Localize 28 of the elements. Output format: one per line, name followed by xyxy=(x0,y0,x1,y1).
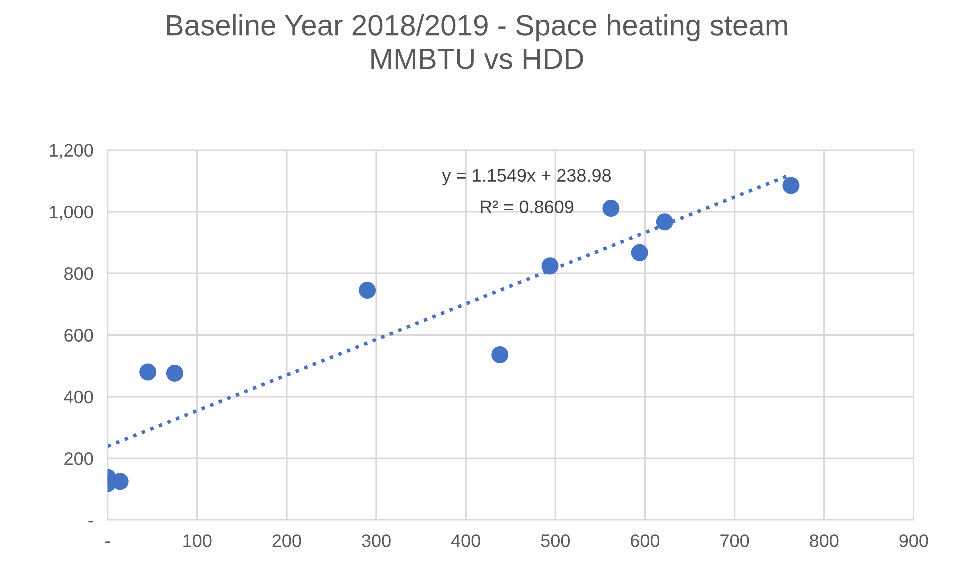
y-tick-label: 800 xyxy=(64,268,94,280)
point xyxy=(542,258,559,275)
y-tick-label: 400 xyxy=(64,390,94,404)
x-tick-label: 200 xyxy=(272,534,302,548)
point xyxy=(782,177,800,194)
point xyxy=(166,364,184,382)
annotation: R² = 0.8609 xyxy=(481,200,574,214)
x-tick-label: 300 xyxy=(362,534,391,548)
point xyxy=(602,200,620,218)
y-tick-label: 200 xyxy=(64,452,94,466)
point xyxy=(631,244,648,262)
x-tick-label: 900 xyxy=(900,534,928,548)
point xyxy=(492,346,509,364)
y-tick-label: 1,200 xyxy=(50,144,94,160)
x-tick-label: 400 xyxy=(451,534,480,548)
x-tick-label: 600 xyxy=(631,534,660,548)
point xyxy=(359,282,376,300)
y-tick-label: - xyxy=(88,521,94,523)
x-tick-label: 800 xyxy=(810,534,839,548)
x-tick-label: 100 xyxy=(184,534,212,548)
point xyxy=(140,364,157,381)
chart-title: Baseline Year 2018/2019 - Space heating steam MMBTU vs HDD xyxy=(167,14,788,70)
y-tick-label: 600 xyxy=(64,329,94,342)
y-tick-label: 1,000 xyxy=(50,206,94,221)
annotation: y = 1.1549x + 238.98 xyxy=(442,169,612,186)
point xyxy=(656,214,674,231)
x-tick-label: 700 xyxy=(720,534,750,548)
x-tick-label: 500 xyxy=(541,534,570,548)
